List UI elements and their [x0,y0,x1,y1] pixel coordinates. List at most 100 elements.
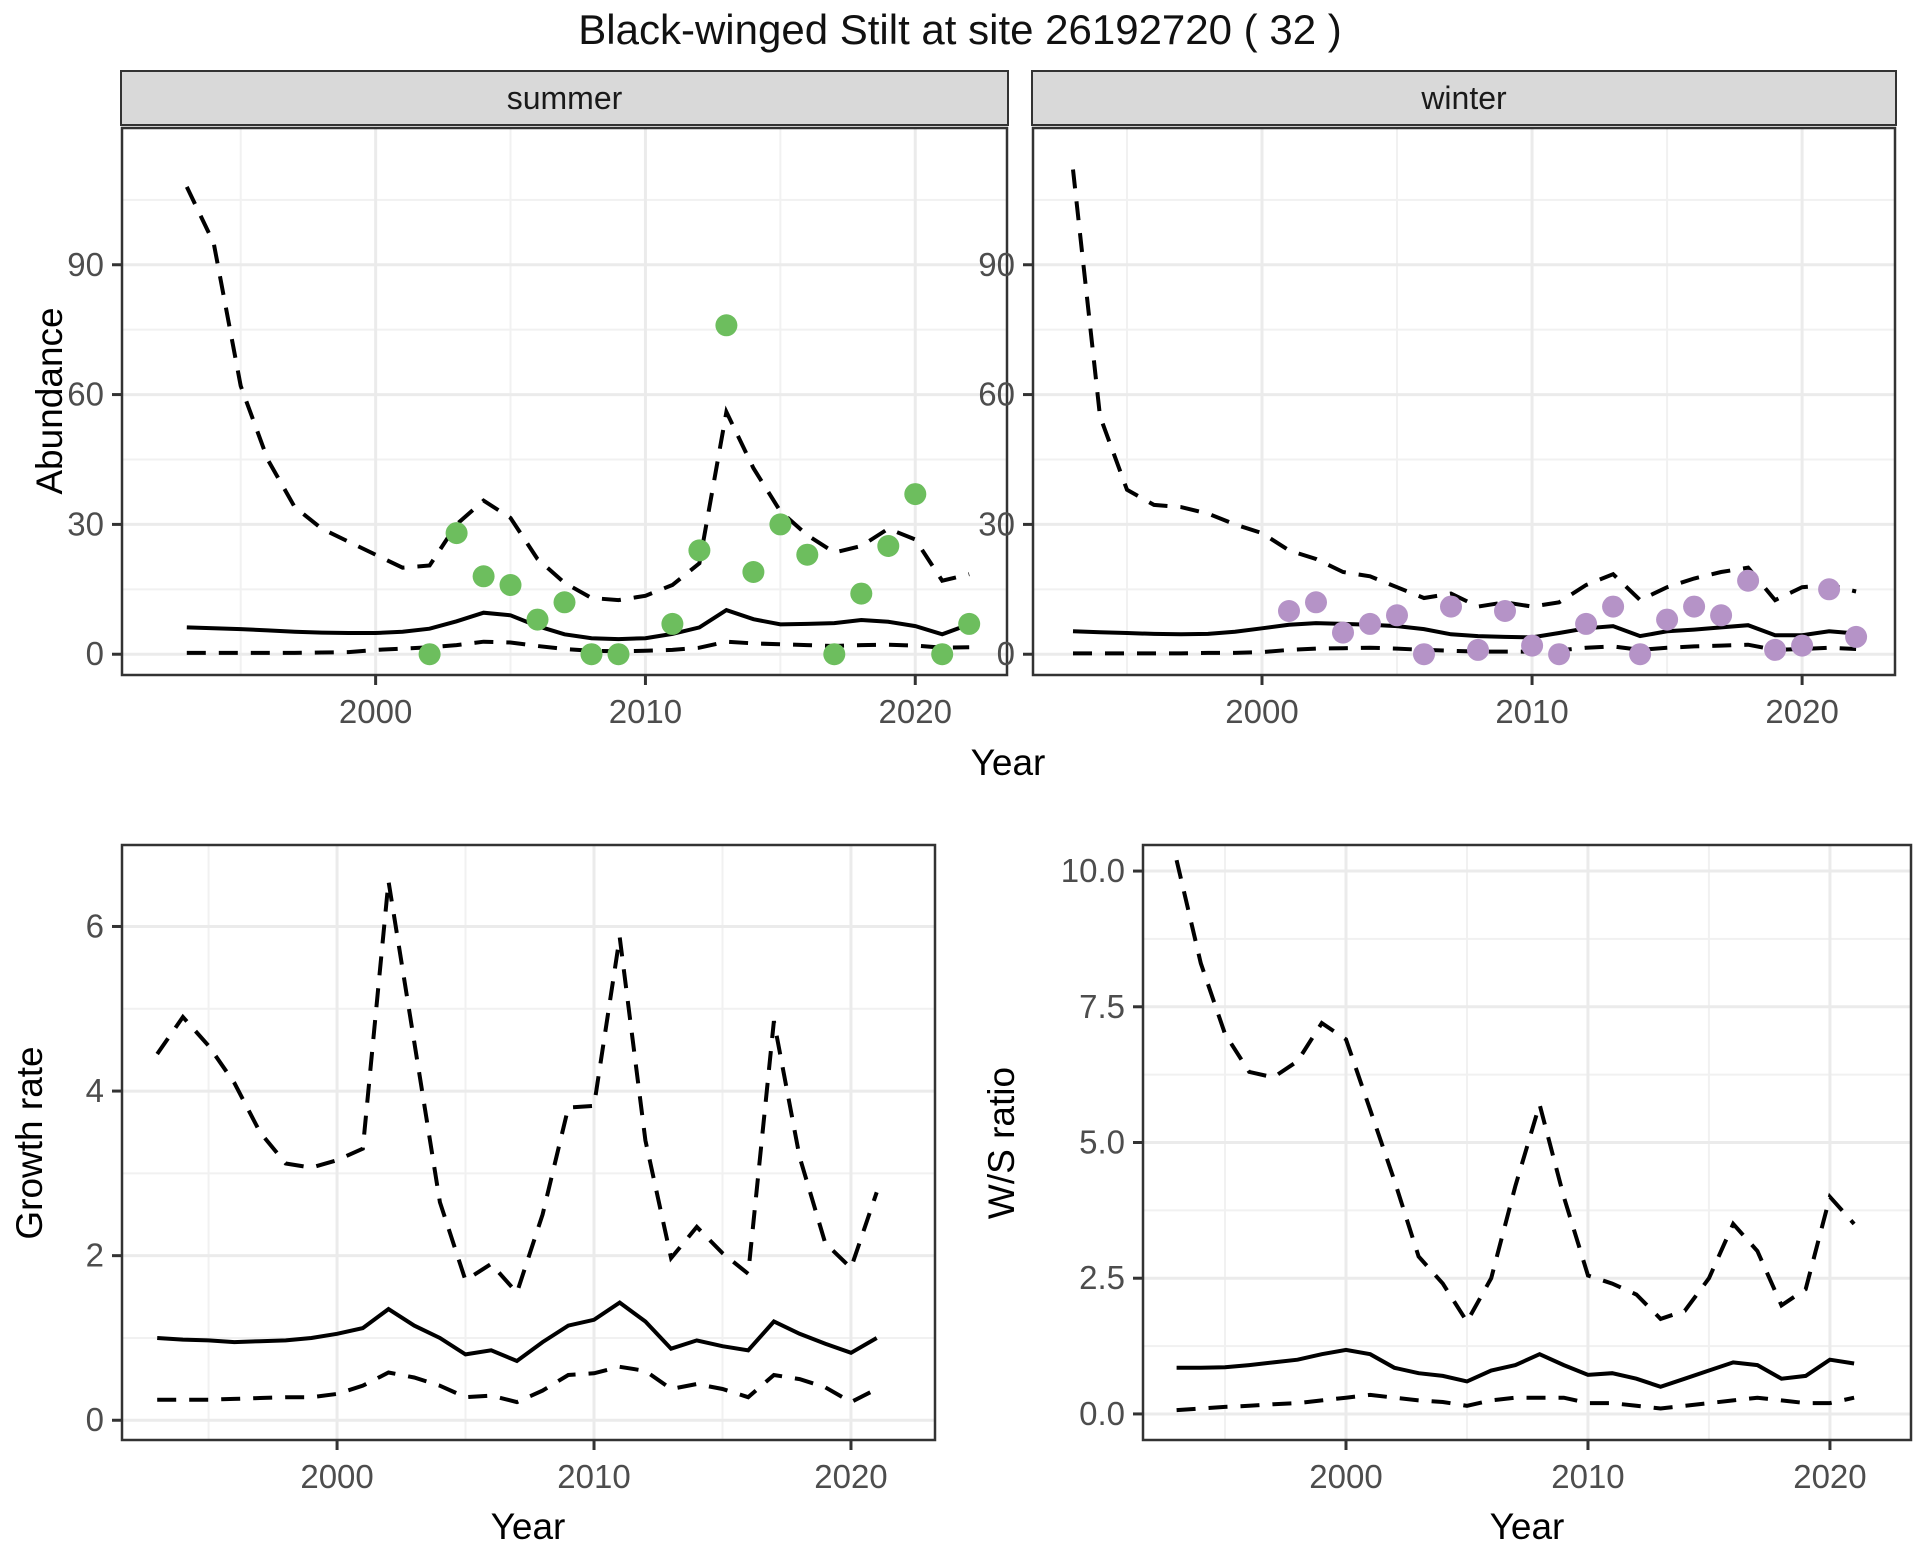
growth-lower_ci-line [157,1364,878,1405]
y-tick-label: 4 [86,1072,104,1109]
ws-fit-line [1176,1347,1855,1389]
summer-observed-point [931,643,954,666]
y-tick-label: 0 [86,1401,104,1438]
summer-observed-point [877,535,900,557]
panel-growth: 2000 2010 2020 0 2 4 6 [86,843,937,1495]
winter-observed-point [1305,591,1327,614]
panel-background [1033,128,1895,675]
y-tick-label: 90 [67,246,104,283]
growth-upper_ci-line [155,880,879,1297]
y-tick-label: 30 [978,505,1015,542]
summer-upper_ci-line [184,186,970,603]
y-tick-label: 5.0 [1079,1124,1125,1161]
summer-observed-point [904,483,927,506]
growth-fit-line [157,1300,878,1364]
chart-title: Black-winged Stilt at site 26192720 ( 32… [578,6,1342,53]
summer-observed-point [661,612,684,635]
facet-strip-summer: summer [120,70,1009,126]
x-tick-label: 2010 [1495,693,1568,730]
summer-observed-point [499,574,522,596]
panel-border [1031,126,1897,677]
y-tick-label: 2.5 [1079,1259,1125,1296]
winter-observed-point [1818,578,1841,601]
facet-strip-winter: winter [1031,70,1897,126]
summer-observed-point [418,643,441,666]
y-tick-label: 7.5 [1079,988,1125,1025]
winter-observed-point [1386,604,1408,627]
winter-fit-line [1072,621,1857,640]
summer-observed-point [850,582,873,605]
winter-observed-point [1278,600,1300,622]
y-tick-label: 60 [978,376,1015,413]
x-tick-label: 2000 [1309,1458,1382,1495]
summer-observed-point [607,643,630,666]
winter-observed-point [1494,600,1516,622]
y-tick-label: 90 [978,246,1015,283]
facet-strip-summer-label: summer [506,79,623,116]
winter-observed-point [1575,612,1598,635]
x-axis-title-growth: Year [490,1506,566,1547]
winter-observed-point [1548,643,1571,666]
y-tick-label: 30 [67,505,104,542]
panel-summer: 2000 2010 2020 0 30 60 90 [67,126,1009,730]
winter-observed-point [1791,634,1814,657]
winter-observed-point [1332,621,1354,644]
summer-observed-point [823,643,846,666]
winter-observed-point [1521,634,1544,657]
winter-observed-point [1629,643,1652,666]
x-tick-label: 2000 [300,1458,373,1495]
winter-observed-point [1710,604,1733,627]
y-tick-label: 0 [86,635,104,672]
y-tick-label: 0 [997,635,1015,672]
y-tick-label: 6 [86,907,104,944]
x-tick-label: 2020 [1765,693,1838,730]
y-axis-title-growth-rate: Growth rate [9,1046,50,1240]
summer-observed-point [715,314,738,337]
y-tick-label: 0.0 [1079,1395,1125,1432]
x-tick-label: 2020 [814,1458,887,1495]
y-tick-label: 60 [67,376,104,413]
winter-observed-point [1359,612,1381,635]
panel-border [120,126,1009,677]
y-tick-label: 2 [86,1237,104,1274]
facet-strip-winter-label: winter [1421,79,1507,116]
summer-observed-point [958,612,981,635]
winter-observed-point [1602,595,1625,618]
y-axis-title-abundance: Abundance [29,307,70,495]
panel-winter: 2000 2010 2020 0 30 60 90 [978,126,1897,730]
summer-observed-point [526,608,549,631]
winter-observed-point [1467,638,1489,661]
winter-lower_ci-line [1073,642,1857,656]
x-tick-label: 2000 [1225,693,1298,730]
summer-observed-point [796,543,819,566]
summer-fit-line [186,607,970,642]
panel-ws: 2000 2010 2020 0.0 2.5 5.0 7.5 10.0 [1061,843,1913,1495]
x-tick-label: 2020 [1793,1458,1866,1495]
winter-upper_ci-line [1071,169,1857,609]
x-axis-title-top: Year [970,742,1046,783]
winter-observed-point [1413,643,1435,666]
x-tick-label: 2000 [339,693,412,730]
summer-observed-point [769,513,792,536]
summer-observed-point [553,591,576,614]
winter-observed-point [1737,569,1760,592]
summer-observed-point [580,643,603,666]
summer-observed-point [688,539,711,562]
summer-observed-point [445,522,468,545]
summer-observed-point [742,561,765,583]
panel-border [120,843,937,1442]
winter-observed-point [1440,595,1462,618]
ws-lower_ci-line [1176,1392,1855,1413]
ws-upper_ci-line [1174,859,1856,1326]
winter-observed-point [1764,638,1787,661]
x-tick-label: 2010 [609,693,682,730]
winter-observed-point [1845,625,1868,648]
y-axis-title-ws-ratio: W/S ratio [981,1066,1022,1220]
summer-observed-point [472,565,495,588]
y-tick-label: 10.0 [1061,852,1125,889]
x-tick-label: 2010 [1551,1458,1624,1495]
x-tick-label: 2010 [557,1458,630,1495]
winter-observed-point [1656,608,1679,631]
